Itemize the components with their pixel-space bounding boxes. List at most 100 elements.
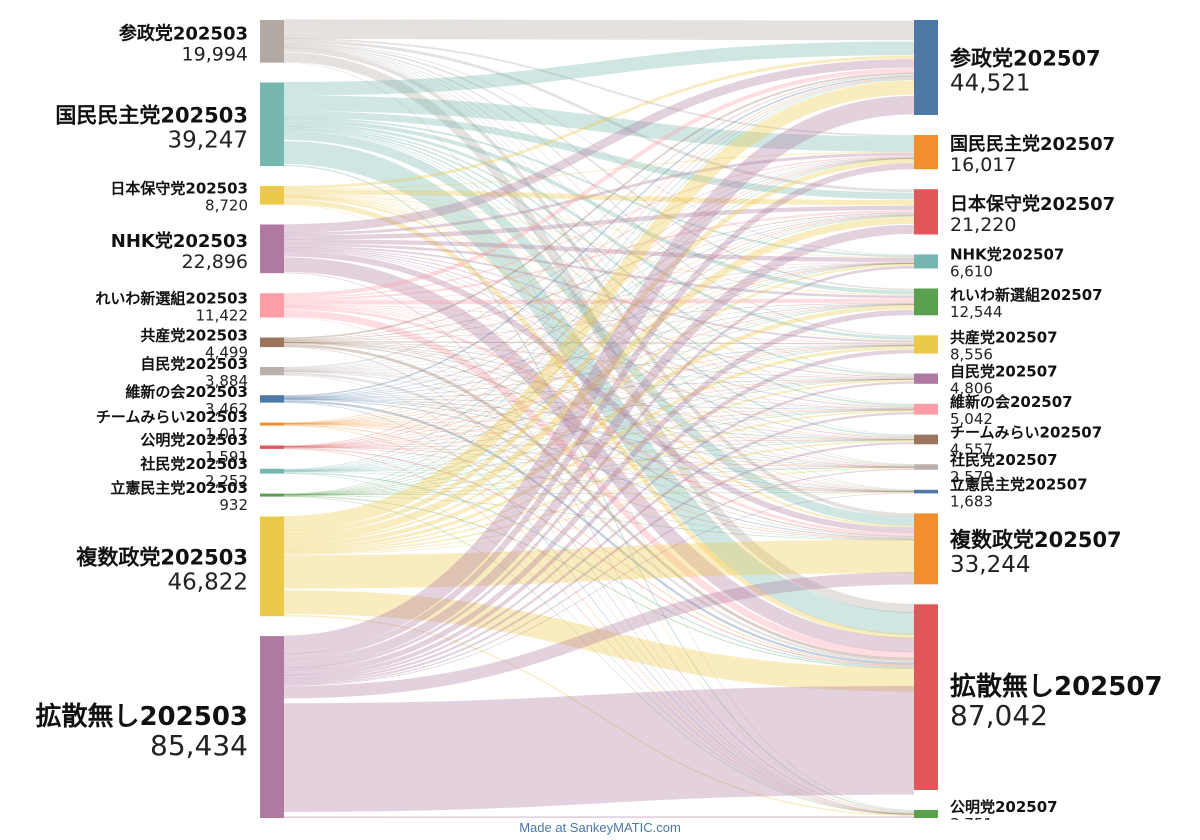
flow-link: [283, 378, 915, 448]
flow-link: [283, 446, 915, 468]
flow-link: [283, 303, 915, 399]
flow-link: [283, 345, 915, 496]
right-node-value: 6,610: [950, 263, 993, 281]
flow-link: [283, 248, 915, 408]
flow-link: [283, 129, 915, 466]
flow-link: [283, 685, 915, 812]
flow-link: [283, 340, 915, 345]
flow-link: [283, 371, 915, 492]
left-node-bar: [260, 20, 284, 63]
flow-link: [283, 243, 915, 299]
right-node-name: 複数政党202507: [949, 528, 1122, 552]
right-node-value: 33,244: [950, 552, 1030, 578]
right-node-name: チームみらい202507: [950, 423, 1102, 441]
flow-link: [283, 250, 915, 534]
flow-link: [283, 141, 915, 635]
flow-link: [283, 263, 915, 447]
flow-link: [283, 263, 915, 495]
flow-link: [283, 304, 915, 471]
flow-link: [283, 197, 915, 528]
flow-link: [283, 471, 915, 493]
flow-link: [283, 46, 915, 436]
flow-link: [283, 196, 915, 438]
flow-link: [283, 467, 915, 496]
flow-link: [283, 409, 915, 472]
flow-link: [283, 346, 915, 550]
flow-link: [283, 306, 915, 492]
flow-link: [283, 199, 915, 639]
flow-link: [283, 304, 915, 448]
flow-link: [283, 189, 915, 206]
flow-link: [283, 152, 915, 236]
flow-link: [283, 250, 915, 492]
flow-link: [283, 157, 915, 397]
flow-link: [283, 257, 915, 653]
flow-link: [283, 157, 915, 424]
left-node-name: 立憲民主党202503: [110, 479, 248, 497]
left-node-name: 拡散無し202503: [35, 702, 248, 732]
left-node-value: 46,822: [168, 569, 248, 595]
flow-link: [283, 423, 915, 468]
flow-link: [283, 44, 915, 337]
flow-link: [283, 77, 915, 447]
flow-link: [283, 447, 915, 540]
flow-link: [283, 263, 915, 471]
flow-link: [283, 79, 915, 495]
flow-link: [283, 75, 915, 397]
right-node-value: 4,806: [950, 380, 993, 398]
flow-link: [283, 345, 915, 425]
flow-link: [283, 402, 915, 815]
left-node-value: 3,884: [205, 372, 248, 390]
flow-link: [283, 423, 915, 441]
flow-link: [283, 263, 915, 543]
flow-link: [283, 216, 915, 542]
left-node-value: 2,252: [205, 472, 248, 490]
flow-link: [283, 302, 915, 342]
left-node-name: 日本保守党202503: [110, 179, 248, 197]
flow-link: [283, 95, 915, 655]
flow-link: [283, 158, 915, 447]
left-node-bar: [260, 493, 284, 497]
right-node-name: 立憲民主党202507: [950, 476, 1088, 494]
flow-link: [283, 306, 915, 536]
flow-link: [283, 341, 915, 379]
flow-link: [283, 372, 915, 663]
flow-link: [283, 52, 915, 614]
flow-link: [283, 409, 915, 496]
credit-link[interactable]: Made at SankeyMATIC.com: [519, 820, 681, 835]
left-node-bar: [260, 395, 284, 403]
flow-link: [283, 38, 915, 137]
left-node-value: 4,499: [205, 343, 248, 361]
flow-link: [283, 379, 915, 472]
flow-link: [283, 400, 915, 665]
right-node-bar: [914, 464, 938, 470]
flow-link: [283, 378, 915, 425]
right-node-value: 21,220: [950, 214, 1016, 236]
flow-link: [283, 19, 915, 41]
flow-link: [283, 447, 915, 667]
flow-link: [283, 95, 915, 153]
flow-link: [283, 492, 915, 686]
left-node-name: 維新の会202503: [125, 383, 248, 401]
flow-link: [283, 303, 915, 424]
flow-link: [283, 398, 915, 440]
left-node-name: 参政党202503: [119, 22, 248, 44]
flow-link: [283, 215, 915, 495]
flow-link: [283, 212, 915, 341]
flow-link: [283, 55, 915, 189]
left-node-name: れいわ新選組202503: [95, 289, 248, 307]
flow-link: [283, 305, 915, 379]
flow-link: [283, 572, 915, 699]
right-node-value: 3,751: [950, 815, 993, 820]
flow-link: [283, 309, 915, 676]
right-node-value: 2,579: [950, 468, 993, 486]
flow-link: [283, 495, 915, 541]
left-node-bar: [260, 468, 284, 474]
flow-link: [283, 195, 915, 341]
left-node-name: 自民党202503: [140, 355, 248, 373]
right-node-bar: [914, 403, 938, 415]
right-node-bar: [914, 604, 938, 790]
flow-link: [283, 196, 915, 467]
flow-link: [283, 468, 915, 686]
